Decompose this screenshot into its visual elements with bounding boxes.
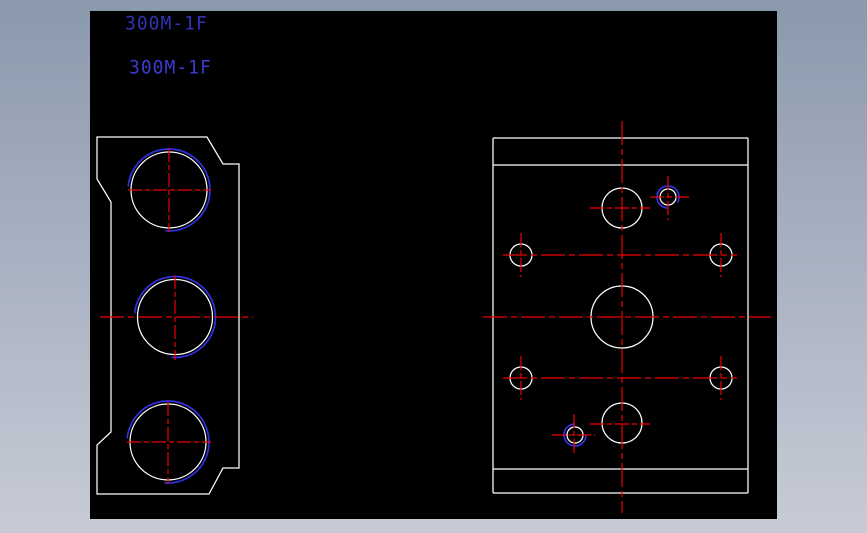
drawing-text-label-2[interactable]: 300M-1F bbox=[129, 56, 212, 79]
drawing-text-label-1[interactable]: 300M-1F bbox=[125, 12, 208, 35]
thread-arc bbox=[133, 275, 217, 359]
thread-arc bbox=[126, 400, 210, 484]
side-view-outline bbox=[96, 136, 240, 495]
thread-arc bbox=[127, 148, 211, 232]
thread-arc bbox=[656, 185, 680, 209]
cad-canvas-background bbox=[90, 11, 777, 519]
thread-arc bbox=[563, 423, 587, 447]
